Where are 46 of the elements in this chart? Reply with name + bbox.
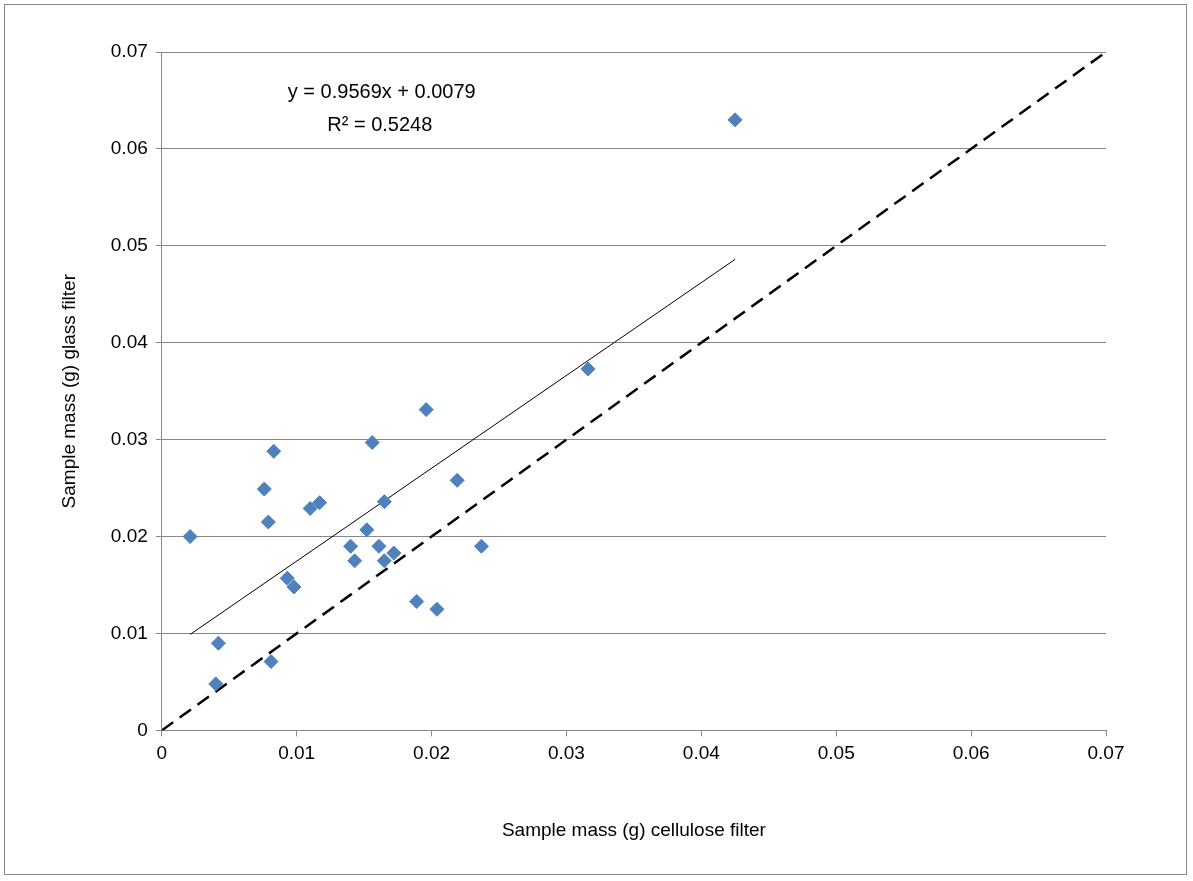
point bbox=[473, 538, 489, 554]
point bbox=[727, 112, 743, 128]
point bbox=[286, 579, 302, 595]
point bbox=[449, 472, 465, 488]
y-tick-label: 0 bbox=[137, 718, 148, 740]
point bbox=[208, 676, 224, 692]
point bbox=[279, 570, 295, 586]
x-tick-label: 0 bbox=[156, 742, 168, 764]
point bbox=[359, 522, 375, 538]
point bbox=[376, 494, 392, 510]
point bbox=[580, 361, 596, 377]
x-axis-title: Sample mass (g) cellulose filter bbox=[501, 818, 767, 840]
x-tick-label: 0.07 bbox=[1087, 742, 1125, 764]
y-tick-label: 0.01 bbox=[110, 621, 148, 643]
x-tick-label: 0.03 bbox=[547, 742, 585, 764]
point bbox=[347, 553, 363, 569]
y-tick-label: 0.07 bbox=[110, 40, 148, 62]
point bbox=[182, 529, 198, 545]
y-tick-label: 0.02 bbox=[110, 524, 148, 546]
point bbox=[210, 635, 226, 651]
y-axis-title: Sample mass (g) glass filter bbox=[57, 273, 79, 509]
x-tick-label: 0.02 bbox=[413, 742, 451, 764]
y-tick-label: 0.06 bbox=[110, 137, 148, 159]
x-tick-label: 0.05 bbox=[817, 742, 855, 764]
point bbox=[409, 594, 425, 609]
point bbox=[376, 553, 392, 569]
x-tick-label: 0.06 bbox=[952, 742, 990, 764]
point bbox=[371, 538, 387, 554]
point bbox=[343, 538, 359, 554]
annotation: R² = 0.5248 bbox=[327, 112, 433, 135]
point bbox=[418, 402, 434, 418]
point bbox=[256, 481, 272, 497]
point bbox=[312, 495, 328, 511]
annotation: y = 0.9569x + 0.0079 bbox=[287, 79, 476, 102]
point bbox=[260, 514, 276, 530]
point bbox=[386, 545, 402, 561]
point bbox=[429, 601, 445, 617]
point bbox=[266, 443, 282, 459]
point bbox=[364, 435, 380, 451]
point bbox=[263, 654, 279, 670]
y-tick-label: 0.04 bbox=[110, 330, 149, 352]
x-tick-label: 0.01 bbox=[278, 742, 316, 764]
point bbox=[302, 500, 318, 516]
x-tick-label: 0.04 bbox=[682, 742, 721, 764]
y-tick-label: 0.03 bbox=[110, 427, 148, 449]
y-tick-label: 0.05 bbox=[110, 234, 148, 256]
